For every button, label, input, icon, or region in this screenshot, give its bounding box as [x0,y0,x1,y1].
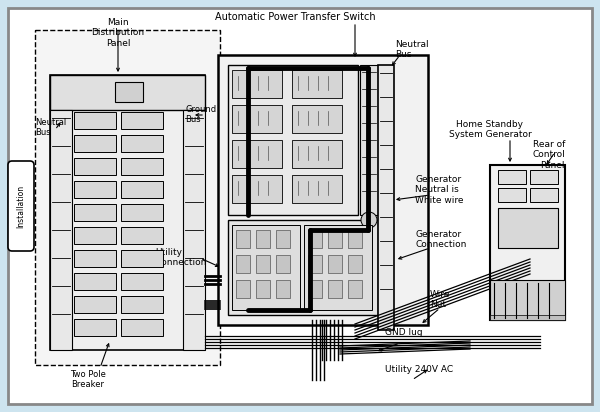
Bar [74,181,116,198]
Bar [256,255,270,273]
Bar [236,280,250,298]
Bar [292,70,342,98]
Bar [530,188,558,202]
Bar [35,30,220,365]
Bar [74,273,116,290]
Bar [121,112,163,129]
Text: Utility
Connection: Utility Connection [155,248,206,267]
Bar [74,227,116,244]
Bar [232,105,282,133]
Bar [308,255,322,273]
Bar [304,225,372,310]
Bar [115,82,143,102]
Bar [50,75,205,110]
Bar [121,319,163,336]
Bar [218,55,428,325]
Bar [121,250,163,267]
Text: Wire
Nut: Wire Nut [430,290,451,309]
Text: Automatic Power Transfer Switch: Automatic Power Transfer Switch [215,12,376,22]
Bar [121,296,163,313]
FancyBboxPatch shape [8,161,34,251]
Bar [74,296,116,313]
Bar [256,280,270,298]
Bar [50,75,205,350]
Bar [276,280,290,298]
Bar [50,110,72,350]
Bar [308,230,322,248]
Bar [498,170,526,184]
Bar [121,273,163,290]
Bar [498,208,558,248]
Bar [276,255,290,273]
Bar [490,165,565,320]
Bar [74,250,116,267]
Bar [360,65,378,215]
Bar [292,140,342,168]
Text: Main
Distribution
Panel: Main Distribution Panel [91,18,145,48]
Text: Generator
Connection: Generator Connection [415,230,466,249]
Bar [328,280,342,298]
Text: Generator
Neutral is
White wire: Generator Neutral is White wire [415,175,464,205]
Text: Rear of
Control
Panel: Rear of Control Panel [532,140,565,170]
Bar [276,230,290,248]
Bar [74,112,116,129]
Text: Neutral
Bus: Neutral Bus [35,118,66,137]
Bar [228,220,378,315]
Bar [348,230,362,248]
Bar [328,255,342,273]
Bar [232,175,282,203]
Bar [490,280,565,320]
Bar [232,140,282,168]
Bar [292,175,342,203]
Bar [121,227,163,244]
Text: Utility 240V AC: Utility 240V AC [385,365,453,374]
Bar [256,230,270,248]
Text: Neutral
Bus: Neutral Bus [395,40,428,59]
Bar [348,255,362,273]
Bar [378,65,394,330]
Text: GND lug: GND lug [385,328,422,337]
Bar [121,181,163,198]
Bar [74,158,116,175]
Bar [121,204,163,221]
Bar [74,204,116,221]
Bar [348,280,362,298]
Bar [121,135,163,152]
Text: Home Standby
System Generator: Home Standby System Generator [449,120,532,139]
Bar [74,319,116,336]
Bar [74,135,116,152]
Bar [232,70,282,98]
Bar [236,230,250,248]
Bar [236,255,250,273]
Bar [121,158,163,175]
Text: Ground
Bus: Ground Bus [185,105,216,124]
Circle shape [361,212,377,228]
Bar [490,315,565,320]
Bar [530,170,558,184]
Bar [232,225,300,310]
Bar [498,188,526,202]
Bar [228,65,358,215]
Text: Installation: Installation [17,185,25,227]
Text: Two Pole
Breaker: Two Pole Breaker [70,370,106,389]
Bar [308,280,322,298]
Bar [183,110,205,350]
Bar [328,230,342,248]
Bar [292,105,342,133]
